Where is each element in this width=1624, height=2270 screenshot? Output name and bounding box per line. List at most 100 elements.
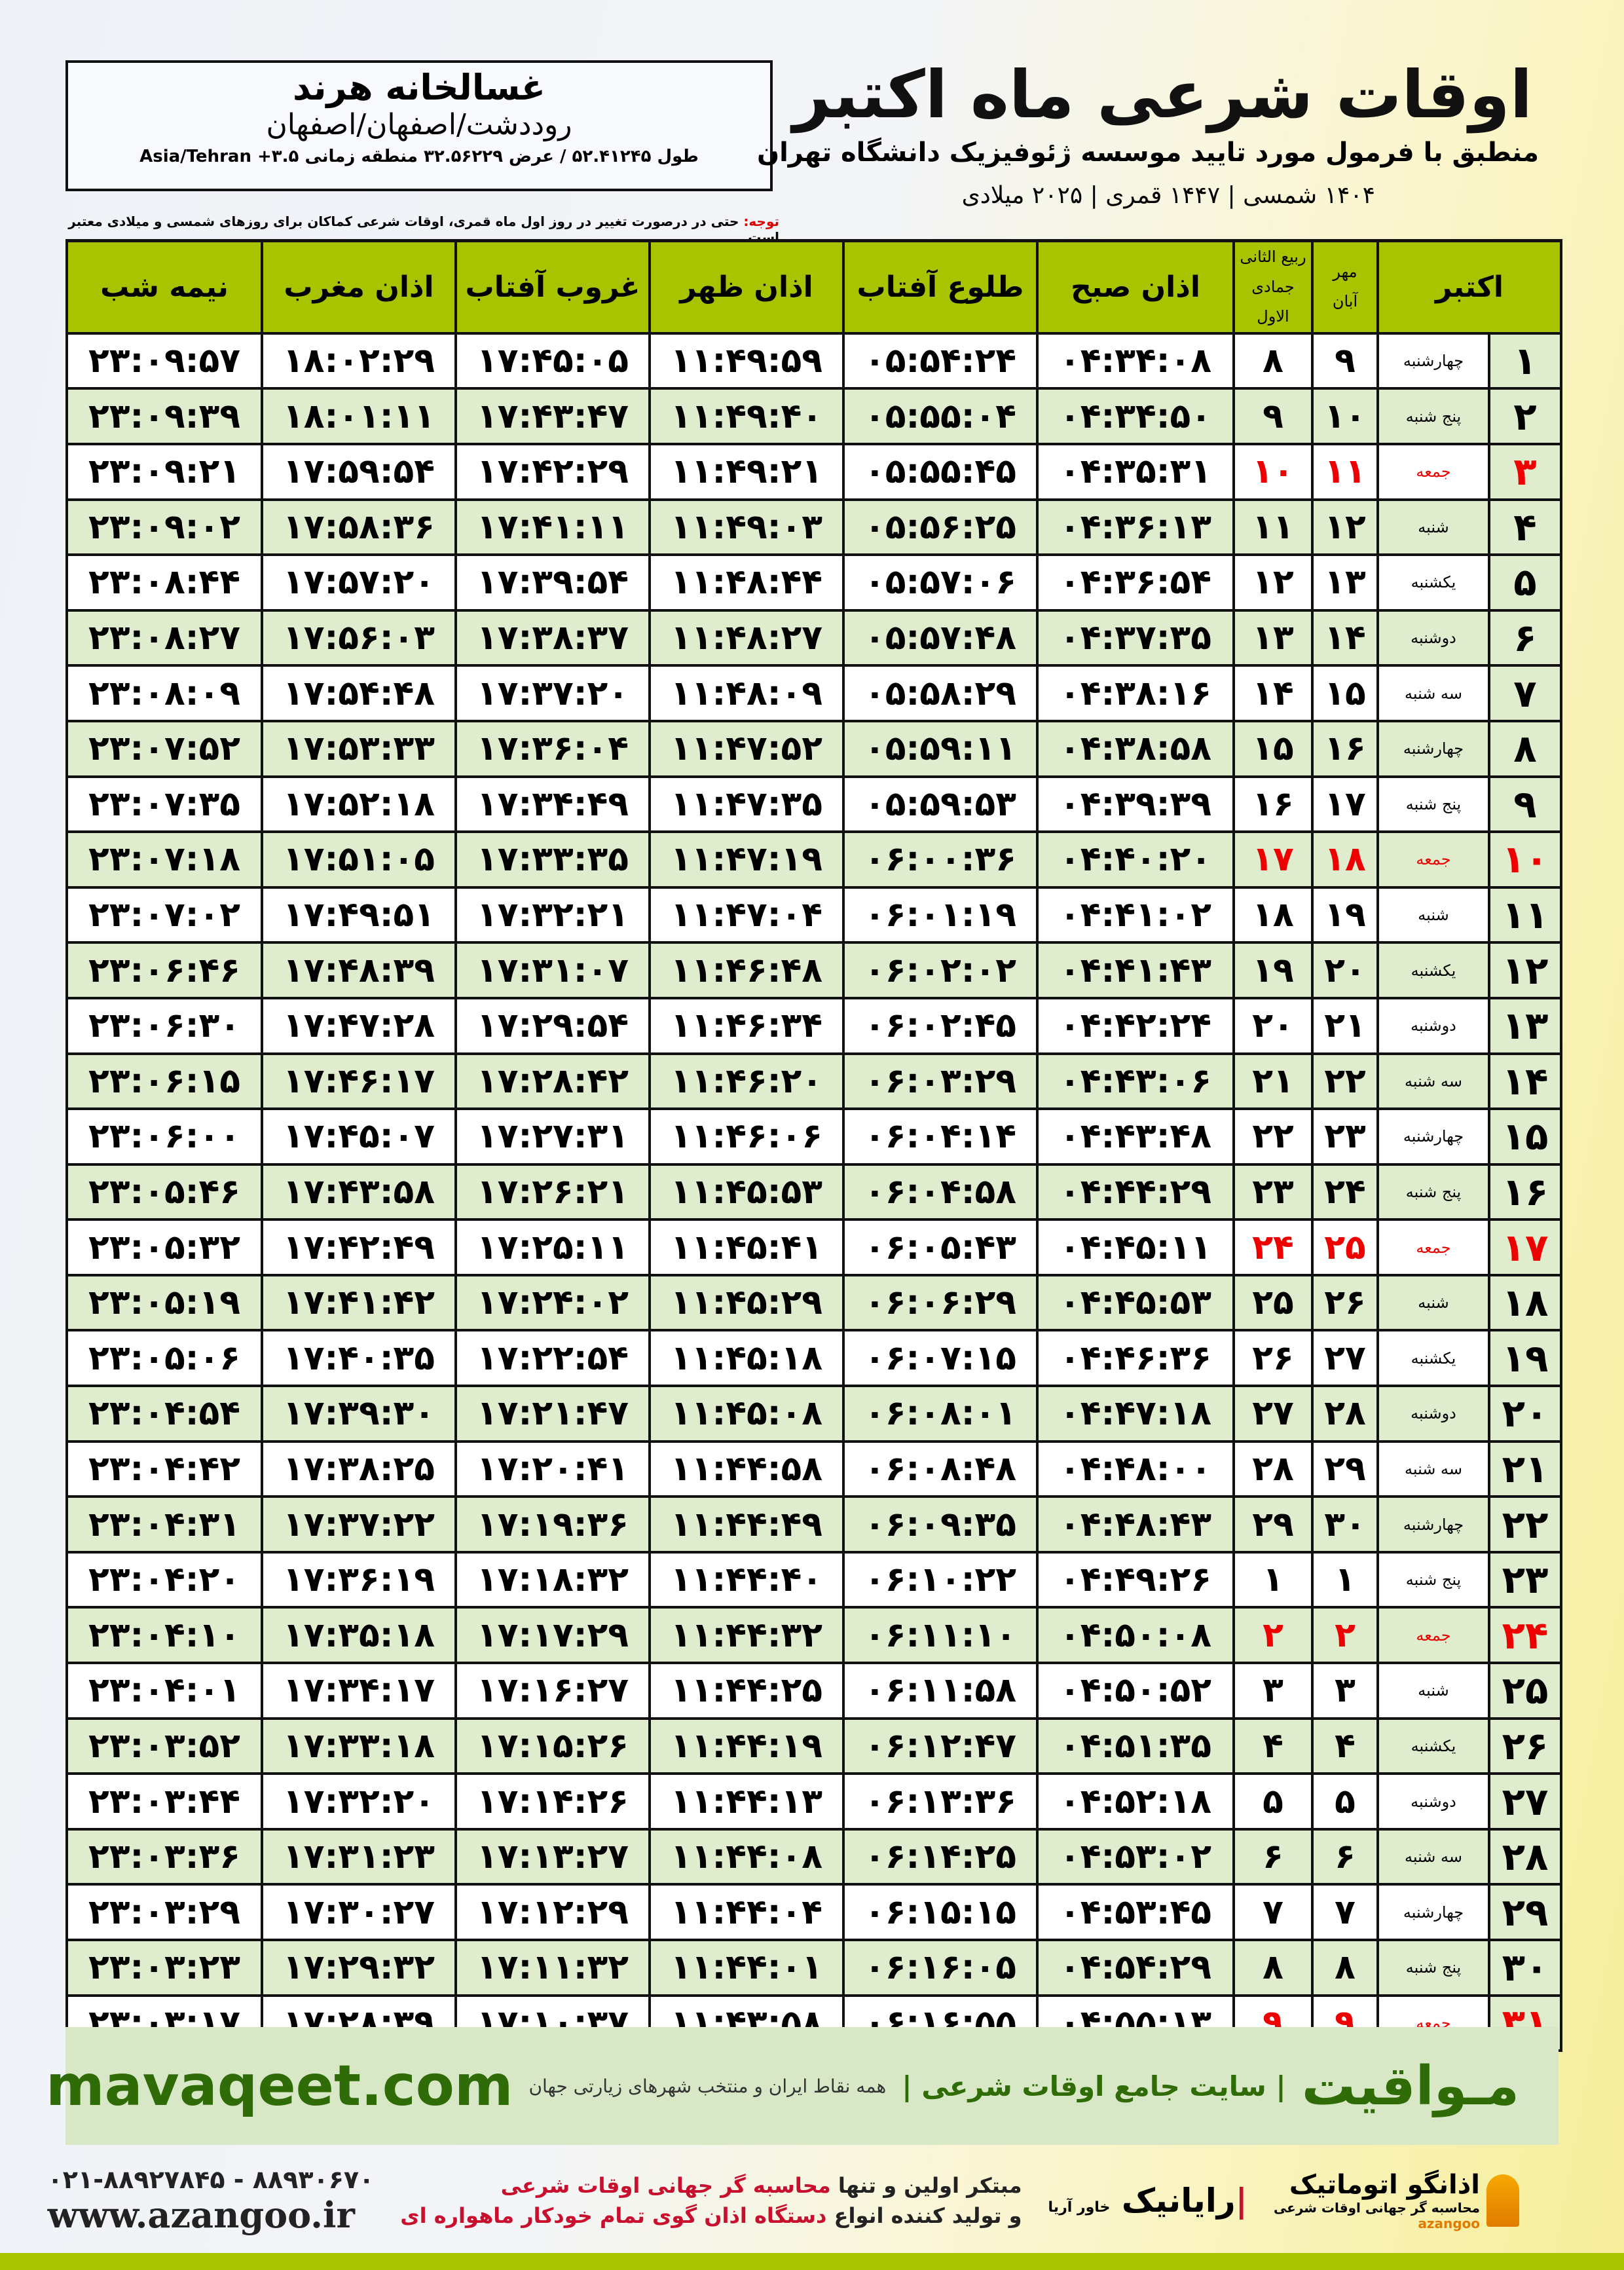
- weekday: یکشنبه: [1376, 1329, 1490, 1388]
- sunrise-time: ۰۵:۵۷:۰۶: [842, 553, 1039, 612]
- shamsi-day: ۱۰: [1311, 387, 1379, 445]
- hijri-day: ۱۳: [1232, 608, 1314, 667]
- col-midnight: نیمه شب: [65, 238, 263, 335]
- sunset-time: ۱۷:۱۳:۲۷: [454, 1827, 651, 1886]
- sunset-time: ۱۷:۱۴:۲۶: [454, 1772, 651, 1831]
- sunset-time: ۱۷:۲۷:۳۱: [454, 1107, 651, 1166]
- weekday: چهارشنبه: [1376, 331, 1490, 390]
- weekday: دوشنبه: [1376, 996, 1490, 1055]
- shamsi-day: ۸: [1311, 1939, 1379, 1997]
- hijri-day: ۳: [1232, 1662, 1314, 1720]
- sunrise-time: ۰۵:۵۷:۴۸: [842, 608, 1039, 667]
- sunset-time: ۱۷:۳۲:۲۱: [454, 885, 651, 944]
- sunrise-time: ۰۵:۵۹:۱۱: [842, 719, 1039, 778]
- day-number: ۲۹: [1488, 1883, 1562, 1941]
- sponsor-strip: اذانگو اتوماتیک محاسبه گر جهانی اوقات شرع…: [48, 2155, 1559, 2246]
- sunrise-time: ۰۶:۰۳:۲۹: [842, 1052, 1039, 1111]
- table-row: ۱۴ سه شنبه ۲۲ ۲۱ ۰۴:۴۳:۰۶ ۰۶:۰۳:۲۹ ۱۱:۴۶:۲۰ ۱۷:…: [65, 1052, 1562, 1111]
- day-number: ۵: [1488, 553, 1562, 612]
- sunset-time: ۱۷:۱۸:۳۲: [454, 1550, 651, 1609]
- fajr-time: ۰۴:۴۱:۰۲: [1036, 885, 1235, 944]
- midnight-time: ۲۳:۰۹:۲۱: [65, 442, 263, 501]
- table-row: ۲۸ سه شنبه ۶ ۶ ۰۴:۵۳:۰۲ ۰۶:۱۴:۲۵ ۱۱:۴۴:۰۸ ۱۷:۱۳…: [65, 1827, 1562, 1886]
- dhuhr-time: ۱۱:۴۴:۰۴: [648, 1883, 845, 1941]
- bottom-bar: [0, 2253, 1624, 2270]
- midnight-time: ۲۳:۰۷:۳۵: [65, 775, 263, 834]
- dhuhr-time: ۱۱:۴۴:۰۸: [648, 1827, 845, 1886]
- sunrise-time: ۰۶:۱۰:۲۲: [842, 1550, 1039, 1609]
- hijri-day: ۲۳: [1232, 1163, 1314, 1221]
- day-number: ۱۹: [1488, 1329, 1562, 1388]
- hijri-day: ۲۸: [1232, 1440, 1314, 1498]
- midnight-time: ۲۳:۰۵:۱۹: [65, 1273, 263, 1332]
- maghrib-time: ۱۷:۵۱:۰۵: [261, 830, 457, 889]
- weekday: جمعه: [1376, 830, 1490, 889]
- rayanik-logo: |رایانیک خاور آریا: [1048, 2182, 1247, 2220]
- shamsi-day: ۳: [1311, 1662, 1379, 1720]
- day-number: ۱۷: [1488, 1218, 1562, 1276]
- shamsi-day: ۱: [1311, 1550, 1379, 1609]
- maghrib-time: ۱۷:۳۹:۳۰: [261, 1385, 457, 1443]
- sunrise-time: ۰۶:۱۲:۴۷: [842, 1717, 1039, 1776]
- day-number: ۲۵: [1488, 1662, 1562, 1720]
- azangoo-link[interactable]: www.azangoo.ir: [47, 2194, 355, 2236]
- shamsi-day: ۲۰: [1311, 941, 1379, 999]
- day-number: ۶: [1488, 608, 1562, 667]
- footer-slogan: | سایت جامع اوقات شرعی |: [902, 2070, 1286, 2102]
- hijri-day: ۱۷: [1232, 830, 1314, 889]
- table-row: ۱۹ یکشنبه ۲۷ ۲۶ ۰۴:۴۶:۳۶ ۰۶:۰۷:۱۵ ۱۱:۴۵:۱۸ ۱۷:۲…: [65, 1329, 1562, 1388]
- shamsi-day: ۶: [1311, 1827, 1379, 1886]
- midnight-time: ۲۳:۰۹:۵۷: [65, 331, 263, 390]
- maghrib-time: ۱۷:۴۷:۲۸: [261, 996, 457, 1055]
- fajr-time: ۰۴:۳۷:۳۵: [1036, 608, 1235, 667]
- midnight-time: ۲۳:۰۶:۴۶: [65, 941, 263, 999]
- footer-subtext: همه نقاط ایران و منتخب شهرهای زیارتی جها…: [528, 2075, 887, 2097]
- midnight-time: ۲۳:۰۶:۰۰: [65, 1107, 263, 1166]
- midnight-time: ۲۳:۰۹:۰۲: [65, 498, 263, 557]
- sunrise-time: ۰۶:۰۹:۳۵: [842, 1495, 1039, 1554]
- sunrise-time: ۰۶:۰۸:۰۱: [842, 1385, 1039, 1443]
- weekday: چهارشنبه: [1376, 1883, 1490, 1941]
- sunset-time: ۱۷:۲۴:۰۲: [454, 1273, 651, 1332]
- fajr-time: ۰۴:۳۹:۳۹: [1036, 775, 1235, 834]
- weekday: دوشنبه: [1376, 1385, 1490, 1443]
- sunrise-time: ۰۶:۱۳:۳۶: [842, 1772, 1039, 1831]
- sunset-time: ۱۷:۲۹:۵۴: [454, 996, 651, 1055]
- hijri-day: ۶: [1232, 1827, 1314, 1886]
- sunset-time: ۱۷:۱۷:۲۹: [454, 1606, 651, 1665]
- fajr-time: ۰۴:۳۴:۵۰: [1036, 387, 1235, 445]
- shamsi-day: ۲: [1311, 1606, 1379, 1665]
- midnight-time: ۲۳:۰۴:۱۰: [65, 1606, 263, 1665]
- maghrib-time: ۱۷:۴۸:۳۹: [261, 941, 457, 999]
- sunrise-time: ۰۶:۰۶:۲۹: [842, 1273, 1039, 1332]
- location-coords: طول ۵۲.۴۱۲۴۵ / عرض ۳۲.۵۶۲۲۹ منطقه زمانی …: [139, 147, 699, 166]
- dhuhr-time: ۱۱:۴۷:۳۵: [648, 775, 845, 834]
- footer-banner: مـواقیت | سایت جامع اوقات شرعی | همه نقا…: [46, 2027, 1559, 2145]
- hijri-day: ۱۲: [1232, 553, 1314, 612]
- mavaqeet-link[interactable]: mavaqeet.com: [46, 2053, 513, 2119]
- shamsi-day: ۲۵: [1311, 1218, 1379, 1276]
- sunset-time: ۱۷:۱۶:۲۷: [454, 1662, 651, 1720]
- maghrib-time: ۱۷:۴۰:۳۵: [261, 1329, 457, 1388]
- sunset-time: ۱۷:۳۶:۰۴: [454, 719, 651, 778]
- weekday: شنبه: [1376, 885, 1490, 944]
- hijri-day: ۷: [1232, 1883, 1314, 1941]
- fajr-time: ۰۴:۴۵:۱۱: [1036, 1218, 1235, 1276]
- weekday: دوشنبه: [1376, 1772, 1490, 1831]
- day-number: ۲۱: [1488, 1440, 1562, 1498]
- maghrib-time: ۱۷:۳۰:۲۷: [261, 1883, 457, 1941]
- fajr-time: ۰۴:۳۵:۳۱: [1036, 442, 1235, 501]
- promo1-a: مبتکر اولین و تنها: [830, 2172, 1022, 2198]
- midnight-time: ۲۳:۰۳:۲۳: [65, 1939, 263, 1997]
- dhuhr-time: ۱۱:۴۹:۰۳: [648, 498, 845, 557]
- hijri-day: ۲۵: [1232, 1273, 1314, 1332]
- fajr-time: ۰۴:۵۰:۵۲: [1036, 1662, 1235, 1720]
- table-row: ۵ یکشنبه ۱۳ ۱۲ ۰۴:۳۶:۵۴ ۰۵:۵۷:۰۶ ۱۱:۴۸:۴۴ ۱۷:۳۹…: [65, 553, 1562, 612]
- weekday: چهارشنبه: [1376, 1495, 1490, 1554]
- midnight-time: ۲۳:۰۵:۳۲: [65, 1218, 263, 1276]
- weekday: سه شنبه: [1376, 1052, 1490, 1111]
- note-label: توجه:: [743, 214, 779, 229]
- weekday: دوشنبه: [1376, 608, 1490, 667]
- page-title: اوقات شرعی ماه اکتبر: [792, 56, 1532, 133]
- contact-box: ۰۲۱-۸۸۹۲۷۸۴۵ - ۸۸۹۳۰۶۷۰ www.azangoo.ir: [48, 2165, 375, 2236]
